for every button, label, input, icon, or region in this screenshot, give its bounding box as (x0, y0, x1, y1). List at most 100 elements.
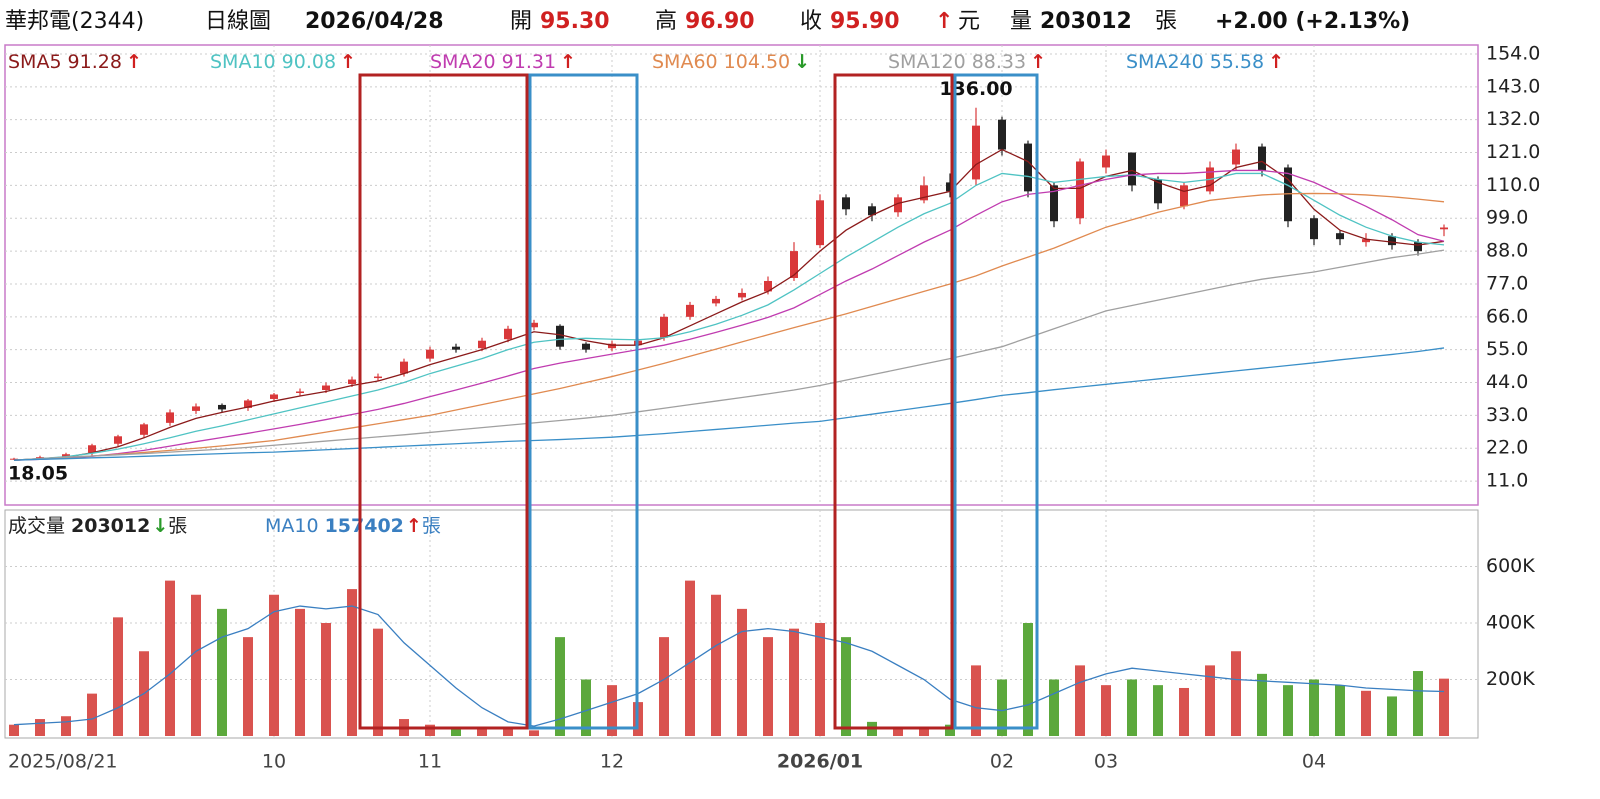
volume-label: 量 (1010, 9, 1032, 34)
candle-body (790, 251, 798, 278)
candle-body (972, 125, 980, 180)
legend-entry: MA10 157402 ↑張 (265, 515, 441, 537)
y-tick-label: 143.0 (1486, 75, 1540, 97)
candle-body (478, 340, 486, 349)
x-tick-label: 2026/01 (777, 751, 863, 773)
legend-value: 104.50 (724, 51, 790, 73)
volume-bar (1439, 678, 1449, 736)
ma-line (13, 172, 1445, 461)
volume-unit: 張 (1155, 9, 1177, 34)
volume-bar (1361, 690, 1371, 736)
candle-body (712, 298, 720, 304)
annotation: 136.00 (939, 78, 1012, 100)
candle-body (374, 376, 382, 379)
volume-bar (61, 716, 71, 736)
y-tick-label: 154.0 (1486, 42, 1540, 64)
candle-body (88, 445, 96, 453)
volume-bar (1335, 685, 1345, 736)
volume-bar (1049, 679, 1059, 736)
ma-line (13, 605, 1445, 727)
volume-bar (737, 608, 747, 736)
legend-value: 90.08 (282, 51, 336, 73)
candle-body (582, 343, 590, 350)
volume-bar (1413, 671, 1423, 736)
legend-value: 91.28 (68, 51, 122, 73)
volume-bar (1101, 685, 1111, 736)
legend-trend: ↑ (340, 51, 356, 73)
high-label: 高 (655, 9, 677, 34)
volume-bar (1153, 685, 1163, 736)
close-value: 95.90 (830, 9, 900, 34)
candle-body (504, 328, 512, 340)
y-tick-label: 110.0 (1486, 174, 1540, 196)
candle-body (452, 346, 460, 350)
candle-body (868, 206, 876, 216)
candle-body (140, 424, 148, 435)
price-panel (4, 44, 1479, 506)
volume-bar (711, 594, 721, 736)
x-tick-label: 2025/08/21 (8, 751, 118, 773)
candle-body (738, 292, 746, 298)
candle-body (36, 457, 44, 459)
volume-panel (4, 509, 1479, 739)
volume-bar (1075, 665, 1085, 736)
legend-unit: 張 (422, 515, 441, 537)
volume-bar (451, 727, 461, 736)
volume-bar (425, 724, 435, 736)
legend-trend: ↑ (126, 51, 142, 73)
candle-body (1362, 239, 1370, 243)
volume-bar (9, 724, 19, 736)
volume-bar (243, 637, 253, 736)
y-tick-label: 600K (1486, 555, 1535, 577)
volume-bar (1309, 679, 1319, 736)
legend-value: 157402 (325, 515, 404, 537)
volume-bar (1283, 685, 1293, 736)
x-tick-label: 10 (262, 751, 286, 773)
y-tick-label: 400K (1486, 612, 1535, 634)
legend-name: SMA60 (652, 51, 718, 73)
ma-line (13, 249, 1445, 461)
volume-bar (581, 679, 591, 736)
x-tick-label: 03 (1094, 751, 1118, 773)
legend-name: SMA120 (888, 51, 966, 73)
legend-name: SMA20 (430, 51, 496, 73)
high-value: 96.90 (685, 9, 755, 34)
candle-body (764, 280, 772, 292)
legend-trend: ↑ (1268, 51, 1284, 73)
y-tick-label: 200K (1486, 668, 1535, 690)
legend-trend: ↑ (406, 515, 422, 537)
candle-body (296, 391, 304, 393)
volume-bar (893, 727, 903, 736)
y-tick-label: 99.0 (1486, 207, 1528, 229)
candle-body (660, 316, 668, 338)
candle-body (166, 412, 174, 423)
volume-bar (373, 628, 383, 736)
x-tick-label: 02 (990, 751, 1014, 773)
volume-bar (945, 724, 955, 736)
open-value: 95.30 (540, 9, 610, 34)
legend-trend: ↑ (1030, 51, 1046, 73)
candle-body (1154, 179, 1162, 204)
volume-bar (919, 727, 929, 736)
volume-bar (503, 728, 513, 736)
legend-trend: ↑ (560, 51, 576, 73)
legend-entry: SMA120 88.33 ↑ (888, 51, 1046, 73)
candle-body (10, 458, 18, 460)
legend-trend: ↓ (152, 515, 168, 537)
stock-name: 華邦電(2344) (5, 9, 144, 34)
volume-bar (815, 623, 825, 736)
candle-body (192, 406, 200, 411)
candle-body (1180, 185, 1188, 207)
candle-body (1310, 218, 1318, 240)
volume-bar (1387, 696, 1397, 736)
candle-body (1440, 227, 1448, 230)
y-tick-label: 121.0 (1486, 141, 1540, 163)
y-tick-label: 77.0 (1486, 272, 1528, 294)
legend-name: SMA240 (1126, 51, 1204, 73)
volume-bar (1179, 687, 1189, 736)
volume-bar (841, 637, 851, 736)
candle-body (1128, 152, 1136, 186)
candle-body (270, 394, 278, 399)
legend-value: 88.33 (972, 51, 1026, 73)
